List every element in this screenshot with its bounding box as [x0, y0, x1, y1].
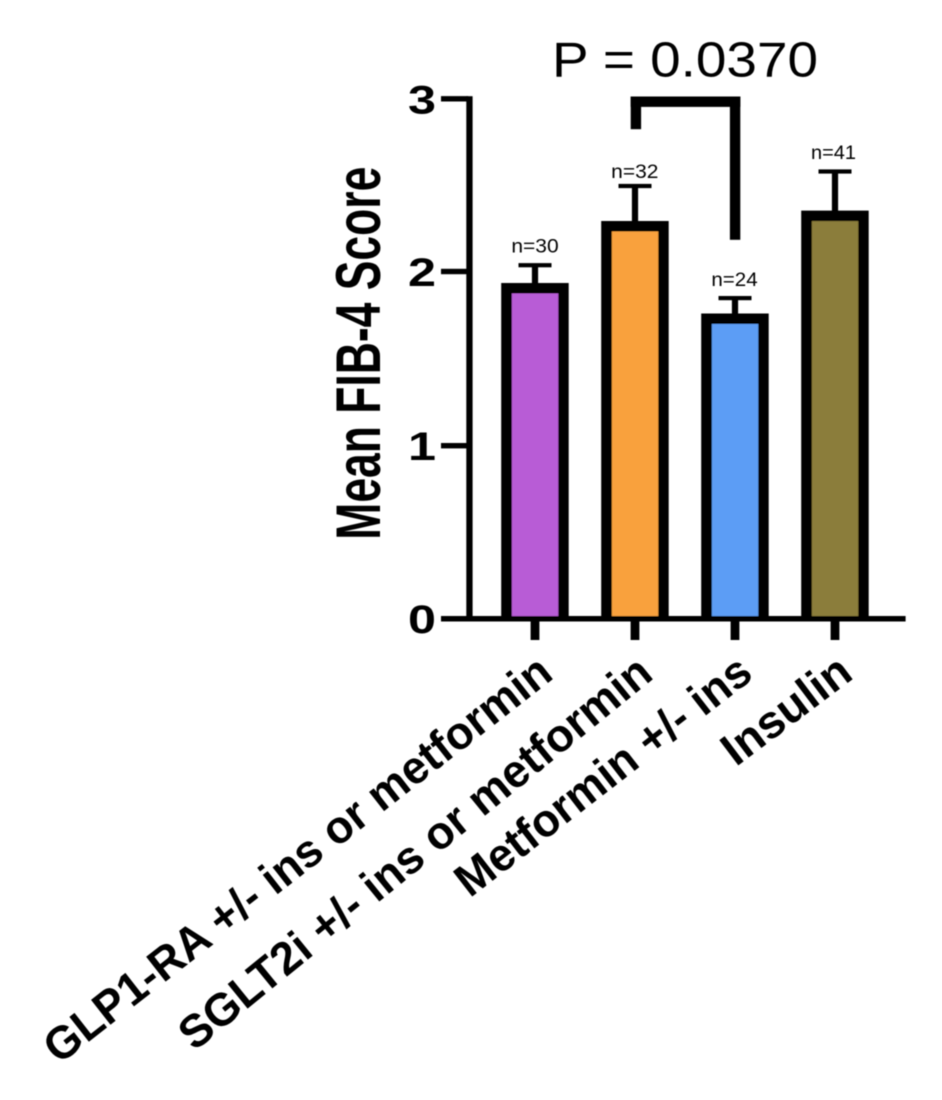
- svg-text:P = 0.0370: P = 0.0370: [552, 34, 818, 88]
- svg-text:n=41: n=41: [811, 143, 856, 164]
- svg-text:n=30: n=30: [511, 236, 558, 257]
- svg-text:n=24: n=24: [711, 270, 758, 291]
- svg-text:SGLT2i +/- ins or metformin: SGLT2i +/- ins or metformin: [168, 645, 661, 1060]
- svg-text:3: 3: [408, 78, 436, 122]
- svg-text:1: 1: [408, 425, 436, 469]
- svg-text:0: 0: [408, 598, 436, 642]
- svg-text:2: 2: [408, 251, 436, 295]
- svg-text:n=32: n=32: [611, 162, 658, 183]
- svg-text:Mean FIB-4 Score: Mean FIB-4 Score: [324, 167, 394, 540]
